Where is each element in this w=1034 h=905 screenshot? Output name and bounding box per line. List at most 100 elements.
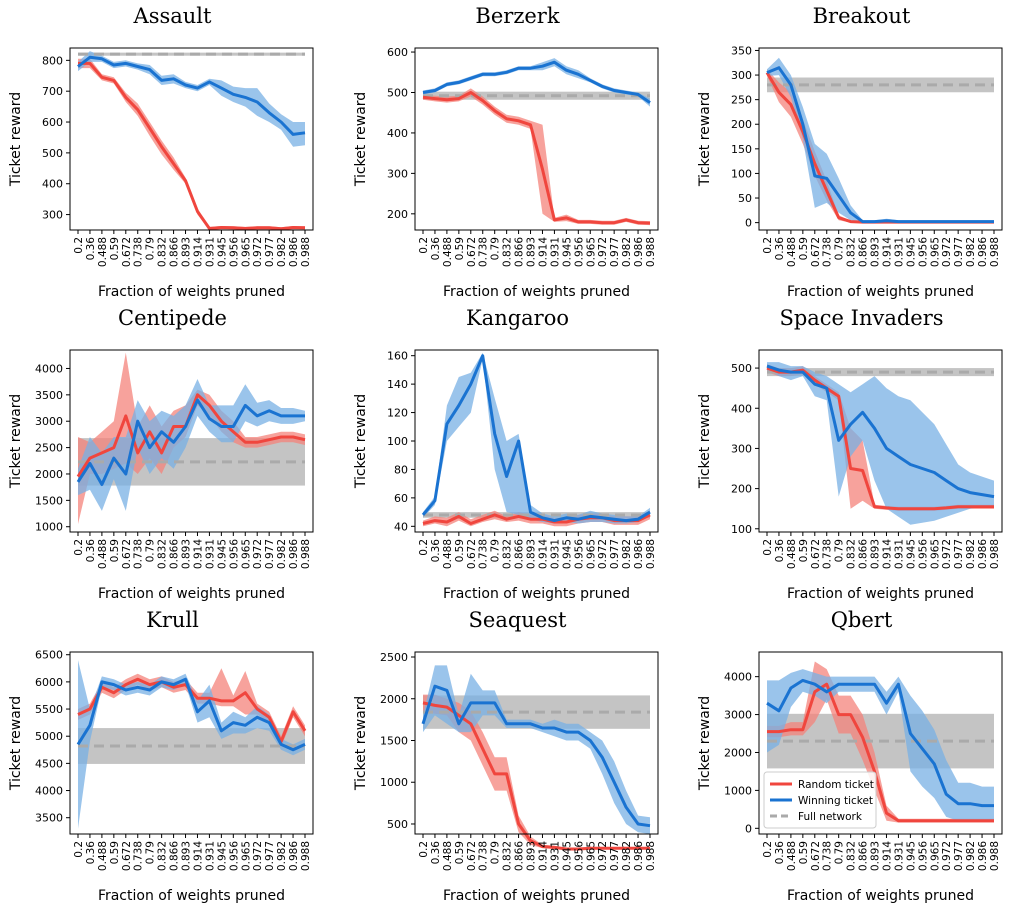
winning-ticket-line (421, 354, 651, 523)
x-tick-label: 0.956 (917, 237, 929, 267)
y-tick-label: 2000 (724, 746, 752, 759)
y-tick-label: 3500 (35, 812, 63, 825)
x-tick-label: 0.972 (941, 237, 953, 267)
x-tick-label: 0.988 (645, 841, 657, 871)
y-tick-label: 0 (745, 822, 752, 835)
y-tick-label: 250 (731, 94, 752, 107)
plot-frame (758, 47, 1003, 231)
winning-ticket-line (766, 678, 994, 808)
y-tick-label: 700 (42, 85, 63, 98)
x-tick-label: 0.488 (442, 841, 454, 871)
y-tick-label: 4000 (724, 671, 752, 684)
x-tick-label: 0.982 (965, 841, 977, 871)
plot-frame (69, 47, 314, 231)
y-tick-label: 6500 (35, 649, 63, 662)
winning-ticket-band (78, 51, 305, 147)
x-tick-label: 0.986 (977, 237, 989, 267)
y-tick-label: 4000 (35, 785, 63, 798)
x-tick-label: 0.972 (597, 841, 609, 871)
random-ticket-line (766, 366, 994, 511)
y-tick-label: 5000 (35, 730, 63, 743)
x-tick-label: 0.914 (882, 237, 894, 267)
x-tick-label: 0.956 (573, 237, 585, 267)
x-tick-label: 0.914 (193, 539, 205, 569)
x-tick-label: 0.832 (846, 237, 858, 267)
y-tick-label: 500 (731, 362, 752, 375)
x-tick-label: 0.945 (905, 539, 917, 569)
x-tick-label: 0.672 (466, 841, 478, 871)
winning-ticket-band (423, 665, 650, 834)
x-tick-label: 0.672 (810, 841, 822, 871)
x-tick-label: 0.914 (538, 841, 550, 871)
x-tick-label: 0.866 (514, 237, 526, 267)
x-tick-label: 0.977 (609, 237, 621, 267)
x-tick-label: 0.914 (882, 539, 894, 569)
x-tick-label: 0.986 (633, 237, 645, 267)
x-tick-label: 0.956 (917, 539, 929, 569)
x-tick-label: 0.2 (73, 237, 85, 254)
x-tick-label: 0.986 (288, 841, 300, 871)
plot-frame (414, 651, 659, 835)
x-tick-label: 0.931 (549, 237, 561, 267)
x-tick-label: 0.893 (870, 539, 882, 569)
x-tick-label: 0.931 (204, 539, 216, 569)
x-tick-label: 0.59 (109, 539, 121, 562)
x-tick-label: 0.956 (228, 841, 240, 871)
x-tick-label: 0.59 (798, 841, 810, 864)
y-tick-label: 1000 (380, 776, 408, 789)
x-tick-label: 0.977 (609, 539, 621, 569)
x-tick-label: 0.965 (585, 841, 597, 871)
x-tick-label: 0.738 (822, 539, 834, 569)
y-tick-label: 300 (387, 167, 408, 180)
chart-svg: 3500 4000 4500 5000 5500 6000 6500 0.2 0.36 0.488… (8, 649, 314, 904)
x-tick-label: 0.972 (252, 237, 264, 267)
x-tick-label: 0.893 (870, 841, 882, 871)
chart-svg: 100 200 300 400 500 0.2 0.36 0.488 0.59 0.672 0.73… (697, 349, 1003, 602)
x-tick-label: 0.945 (216, 841, 228, 871)
x-tick-label: 0.79 (145, 841, 157, 864)
x-tick-label: 0.931 (893, 237, 905, 267)
x-tick-label: 0.59 (109, 841, 121, 864)
winning-ticket-line (766, 364, 995, 499)
x-tick-label: 0.59 (109, 237, 121, 260)
x-tick-label: 0.866 (858, 539, 870, 569)
x-tick-label: 0.59 (454, 841, 466, 864)
x-tick-label: 0.988 (989, 237, 1001, 267)
x-tick-label: 0.832 (502, 237, 514, 267)
x-tick-label: 0.36 (430, 237, 442, 261)
x-tick-label: 0.988 (300, 237, 312, 267)
y-tick-label: 4500 (35, 757, 63, 770)
x-tick-label: 0.972 (941, 841, 953, 871)
x-tick-label: 0.982 (276, 539, 288, 569)
x-tick-label: 0.79 (145, 237, 157, 260)
x-tick-label: 0.738 (478, 539, 490, 569)
x-tick-label: 0.977 (264, 539, 276, 569)
x-tick-label: 0.931 (549, 841, 561, 871)
x-tick-label: 0.79 (145, 539, 157, 562)
y-axis-label: Ticket reward (353, 696, 369, 791)
y-tick-label: 1500 (380, 734, 408, 747)
x-tick-label: 0.956 (573, 539, 585, 569)
winning-ticket-line (76, 398, 305, 486)
x-axis-label: Fraction of weights pruned (787, 888, 974, 904)
x-tick-label: 0.59 (454, 237, 466, 260)
x-tick-label: 0.945 (905, 237, 917, 267)
x-tick-label: 0.986 (288, 237, 300, 267)
x-tick-label: 0.965 (929, 237, 941, 267)
x-tick-label: 0.982 (621, 539, 633, 569)
x-tick-label: 0.832 (157, 237, 169, 267)
chart-panel: Seaquest 500 1000 1500 2000 2500 0.2 0.36 0.488 0… (345, 604, 690, 905)
x-tick-label: 0.36 (774, 841, 786, 865)
x-tick-label: 0.866 (858, 237, 870, 267)
chart-panel: Krull 3500 4000 4500 5000 5500 6000 6500 0.2 0.36… (0, 604, 345, 905)
x-tick-label: 0.36 (430, 539, 442, 563)
x-tick-label: 0.59 (798, 539, 810, 562)
x-tick-label: 0.488 (442, 539, 454, 569)
x-tick-label: 0.488 (786, 539, 798, 569)
x-tick-label: 0.36 (430, 841, 442, 865)
y-axis-label: Ticket reward (697, 696, 713, 791)
y-tick-label: 120 (387, 407, 408, 420)
chart-title: Berzerk (475, 4, 560, 28)
x-tick-label: 0.832 (502, 539, 514, 569)
plot-frame (758, 651, 1003, 835)
